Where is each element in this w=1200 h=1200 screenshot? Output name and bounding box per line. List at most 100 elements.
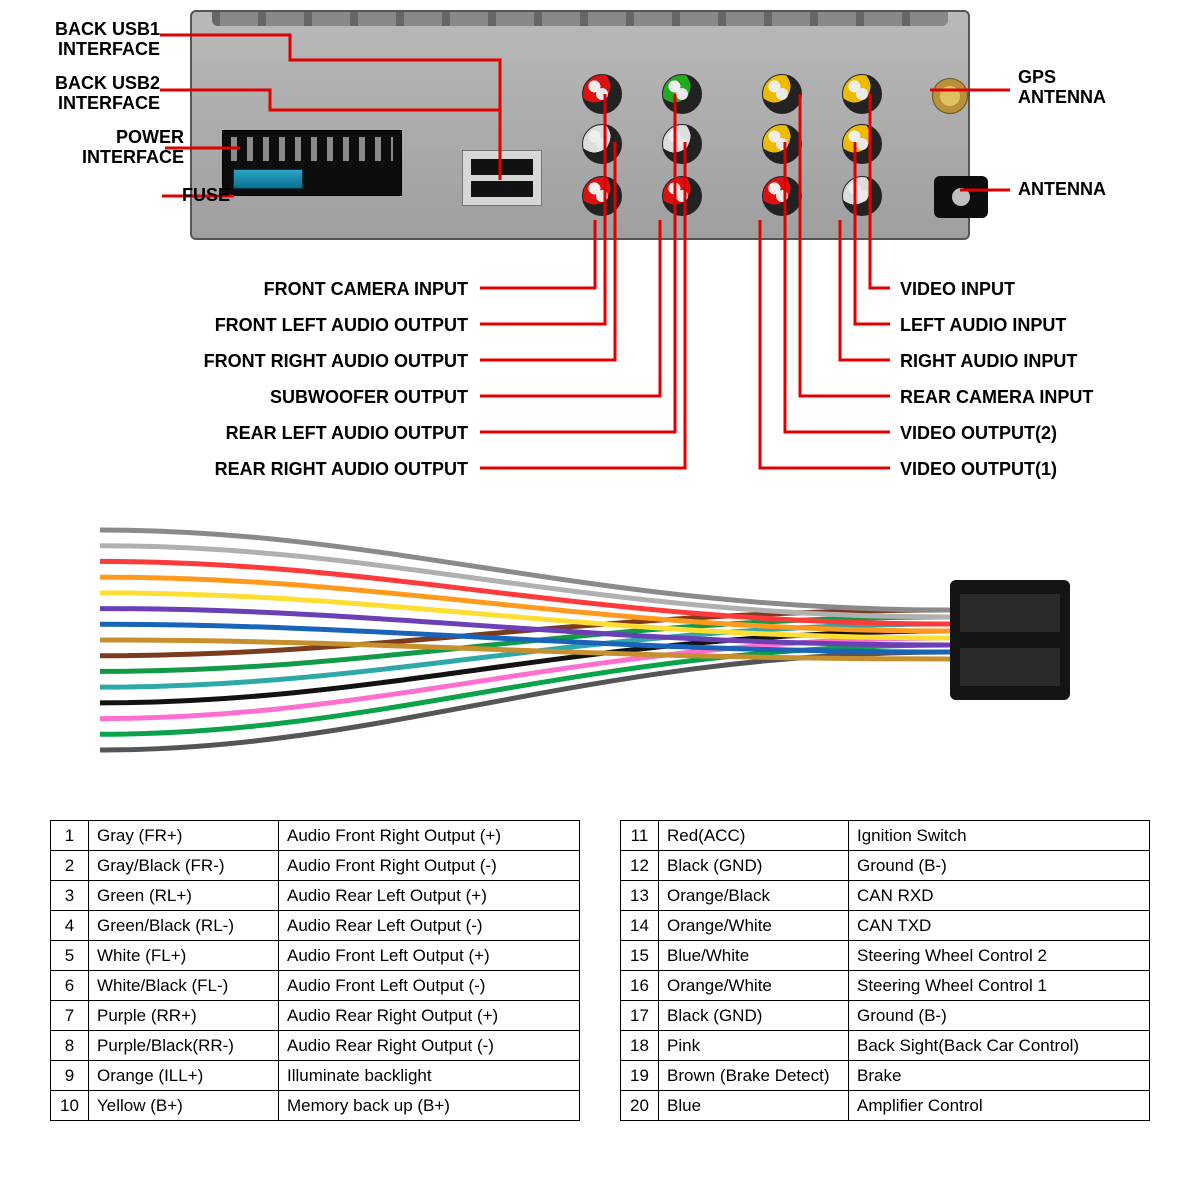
- table-row: 14Orange/WhiteCAN TXD: [621, 911, 1150, 941]
- rca-jack: [582, 74, 622, 114]
- table-cell: Black (GND): [659, 1001, 849, 1031]
- table-row: 2Gray/Black (FR-)Audio Front Right Outpu…: [51, 851, 580, 881]
- diagram-label: BACK USB1 INTERFACE: [0, 20, 160, 60]
- diagram-label: FRONT LEFT AUDIO OUTPUT: [0, 316, 468, 336]
- table-cell: Orange/White: [659, 971, 849, 1001]
- diagram-label: VIDEO INPUT: [900, 280, 1015, 300]
- table-cell: 18: [621, 1031, 659, 1061]
- table-cell: Orange/White: [659, 911, 849, 941]
- diagram-label: FRONT CAMERA INPUT: [0, 280, 468, 300]
- table-row: 1Gray (FR+)Audio Front Right Output (+): [51, 821, 580, 851]
- rca-jack: [842, 124, 882, 164]
- table-cell: Blue: [659, 1091, 849, 1121]
- table-cell: Ground (B-): [849, 1001, 1150, 1031]
- harness-svg: [90, 510, 1110, 770]
- table-cell: Black (GND): [659, 851, 849, 881]
- pinout-tables: 1Gray (FR+)Audio Front Right Output (+)2…: [50, 820, 1150, 1121]
- table-cell: Purple (RR+): [89, 1001, 279, 1031]
- table-row: 16Orange/WhiteSteering Wheel Control 1: [621, 971, 1150, 1001]
- table-row: 11Red(ACC)Ignition Switch: [621, 821, 1150, 851]
- table-row: 4Green/Black (RL-)Audio Rear Left Output…: [51, 911, 580, 941]
- table-row: 6White/Black (FL-)Audio Front Left Outpu…: [51, 971, 580, 1001]
- rca-jack: [762, 124, 802, 164]
- table-cell: Orange (ILL+): [89, 1061, 279, 1091]
- rca-jack-grid: [582, 74, 892, 224]
- table-cell: Brown (Brake Detect): [659, 1061, 849, 1091]
- rca-jack: [762, 74, 802, 114]
- table-cell: Green/Black (RL-): [89, 911, 279, 941]
- table-cell: Audio Rear Left Output (+): [279, 881, 580, 911]
- rca-jack: [662, 124, 702, 164]
- stereo-rear-diagram: BACK USB1 INTERFACEBACK USB2 INTERFACEPO…: [0, 0, 1200, 500]
- rca-jack: [582, 124, 622, 164]
- power-connector: [222, 130, 402, 196]
- radio-antenna-connector: [934, 176, 988, 218]
- table-cell: 1: [51, 821, 89, 851]
- rca-jack: [662, 176, 702, 216]
- table-row: 19Brown (Brake Detect)Brake: [621, 1061, 1150, 1091]
- table-cell: Brake: [849, 1061, 1150, 1091]
- table-cell: Gray (FR+): [89, 821, 279, 851]
- table-cell: 17: [621, 1001, 659, 1031]
- table-row: 13Orange/BlackCAN RXD: [621, 881, 1150, 911]
- table-cell: 3: [51, 881, 89, 911]
- table-cell: Steering Wheel Control 2: [849, 941, 1150, 971]
- table-cell: Memory back up (B+): [279, 1091, 580, 1121]
- table-cell: Red(ACC): [659, 821, 849, 851]
- diagram-label: REAR LEFT AUDIO OUTPUT: [0, 424, 468, 444]
- table-row: 20BlueAmplifier Control: [621, 1091, 1150, 1121]
- diagram-label: ANTENNA: [1018, 180, 1106, 200]
- diagram-label: VIDEO OUTPUT(1): [900, 460, 1057, 480]
- table-cell: CAN RXD: [849, 881, 1150, 911]
- table-row: 17Black (GND)Ground (B-): [621, 1001, 1150, 1031]
- table-cell: Audio Front Right Output (+): [279, 821, 580, 851]
- table-cell: 6: [51, 971, 89, 1001]
- rca-jack: [842, 74, 882, 114]
- table-cell: 10: [51, 1091, 89, 1121]
- diagram-label: RIGHT AUDIO INPUT: [900, 352, 1077, 372]
- table-row: 5White (FL+)Audio Front Left Output (+): [51, 941, 580, 971]
- table-cell: Audio Front Left Output (+): [279, 941, 580, 971]
- table-cell: Audio Rear Left Output (-): [279, 911, 580, 941]
- diagram-label: GPS ANTENNA: [1018, 68, 1106, 108]
- table-cell: 12: [621, 851, 659, 881]
- wiring-harness-illustration: [90, 510, 1110, 770]
- gps-antenna-connector: [932, 78, 968, 114]
- table-cell: 13: [621, 881, 659, 911]
- table-cell: 9: [51, 1061, 89, 1091]
- table-row: 3Green (RL+)Audio Rear Left Output (+): [51, 881, 580, 911]
- table-row: 12Black (GND)Ground (B-): [621, 851, 1150, 881]
- table-row: 9Orange (ILL+)Illuminate backlight: [51, 1061, 580, 1091]
- table-cell: 7: [51, 1001, 89, 1031]
- rca-jack: [582, 176, 622, 216]
- diagram-label: LEFT AUDIO INPUT: [900, 316, 1066, 336]
- table-row: 10Yellow (B+)Memory back up (B+): [51, 1091, 580, 1121]
- table-cell: Illuminate backlight: [279, 1061, 580, 1091]
- table-cell: Ground (B-): [849, 851, 1150, 881]
- table-cell: Yellow (B+): [89, 1091, 279, 1121]
- diagram-label: FUSE: [0, 186, 230, 206]
- table-cell: Orange/Black: [659, 881, 849, 911]
- table-row: 8Purple/Black(RR-)Audio Rear Right Outpu…: [51, 1031, 580, 1061]
- diagram-label: SUBWOOFER OUTPUT: [0, 388, 468, 408]
- table-cell: Blue/White: [659, 941, 849, 971]
- table-cell: 16: [621, 971, 659, 1001]
- table-cell: 2: [51, 851, 89, 881]
- table-cell: White (FL+): [89, 941, 279, 971]
- table-cell: 11: [621, 821, 659, 851]
- table-cell: 20: [621, 1091, 659, 1121]
- diagram-label: REAR CAMERA INPUT: [900, 388, 1093, 408]
- rca-jack: [842, 176, 882, 216]
- table-cell: Amplifier Control: [849, 1091, 1150, 1121]
- head-unit-body: [190, 10, 970, 240]
- usb-port-stack: [462, 150, 542, 206]
- pinout-table-left: 1Gray (FR+)Audio Front Right Output (+)2…: [50, 820, 580, 1121]
- table-cell: Audio Rear Right Output (-): [279, 1031, 580, 1061]
- table-cell: 15: [621, 941, 659, 971]
- table-cell: Audio Front Left Output (-): [279, 971, 580, 1001]
- table-cell: CAN TXD: [849, 911, 1150, 941]
- table-cell: 19: [621, 1061, 659, 1091]
- table-cell: Pink: [659, 1031, 849, 1061]
- table-cell: Audio Front Right Output (-): [279, 851, 580, 881]
- fuse-block: [233, 169, 303, 189]
